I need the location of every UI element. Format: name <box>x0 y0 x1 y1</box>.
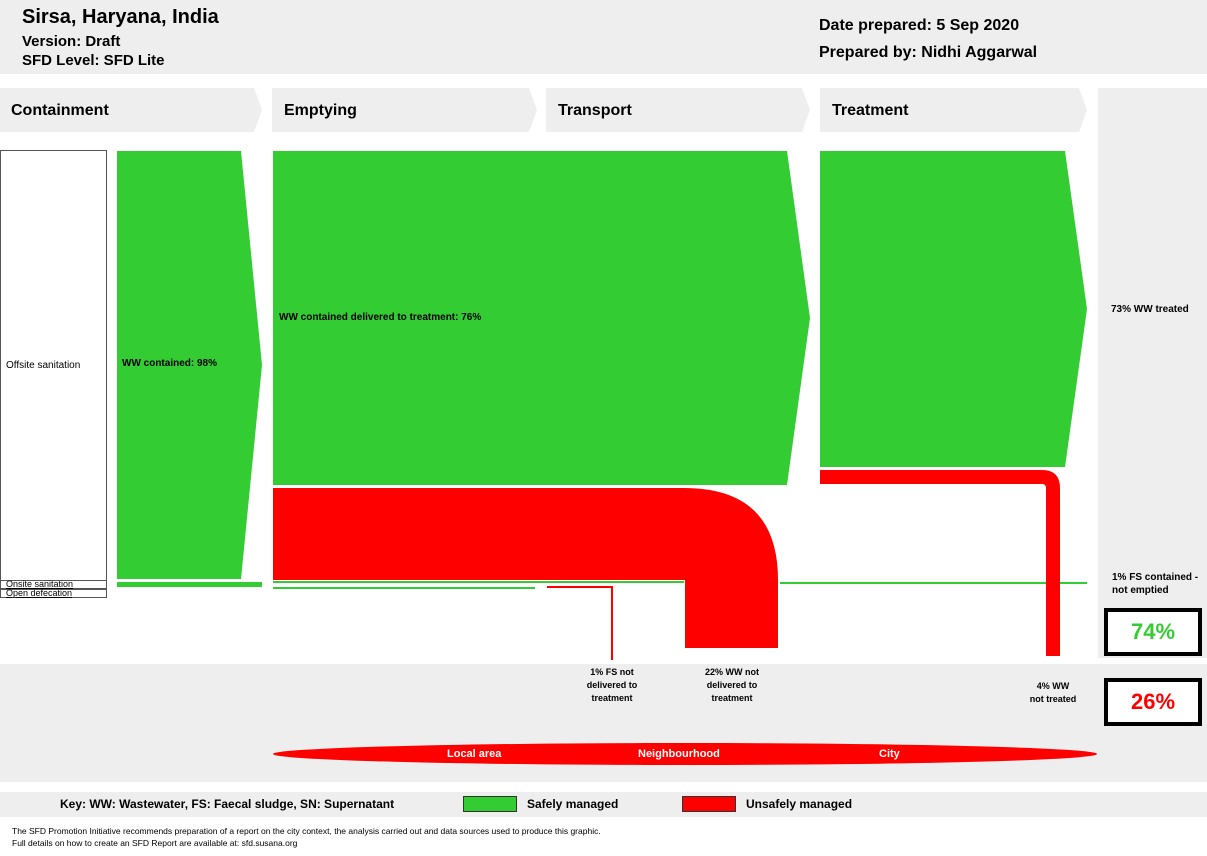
impact-local-area: Local area <box>447 748 502 760</box>
footer-line-2: Full details on how to create an SFD Rep… <box>12 838 298 848</box>
impact-neighbourhood: Neighbourhood <box>638 748 720 760</box>
ww-not-delivered-label: 22% WW not delivered to treatment <box>705 667 759 703</box>
sfd-level-label: SFD Level: SFD Lite <box>22 52 165 69</box>
stage-label-transport: Transport <box>558 102 632 119</box>
ww-not-treated-label: 4% WW not treated <box>1029 681 1077 704</box>
fs-not-delivered-label: 1% FS not delivered to treatment <box>586 667 638 703</box>
onsite-sanitation-label: Onsite sanitation <box>6 579 74 589</box>
stage-chevron-containment <box>0 88 262 132</box>
stage-chevron-transport <box>546 88 810 132</box>
footer-line-1: The SFD Promotion Initiative recommends … <box>12 826 601 836</box>
stage-chevron-emptying <box>272 88 537 132</box>
stage-chevron-treatment <box>820 88 1087 132</box>
prepared-by: Prepared by: Nidhi Aggarwal <box>819 44 1038 61</box>
ww-delivered-label: WW contained delivered to treatment: 76% <box>279 312 482 323</box>
onsite-box <box>0 580 107 589</box>
offsite-box <box>0 150 107 581</box>
onsite-containment-strip <box>117 582 262 587</box>
ww-treated-label: 73% WW treated <box>1111 304 1189 315</box>
open-defecation-box <box>0 589 107 598</box>
impact-city: City <box>879 748 900 760</box>
version-label: Version: Draft <box>22 33 121 50</box>
offsite-sanitation-label: Offsite sanitation <box>6 360 81 371</box>
unsafe-percentage: 26% <box>1104 678 1202 726</box>
fs-not-delivered-flow <box>547 586 613 660</box>
results-panel <box>1098 88 1207 658</box>
ww-contained-label: WW contained: 98% <box>122 358 218 369</box>
safe-percentage: 74% <box>1104 608 1202 656</box>
open-defecation-label: Open defecation <box>6 588 73 598</box>
key-safe-swatch <box>463 796 517 812</box>
key-safe-label: Safely managed <box>527 797 619 811</box>
stage-label-treatment: Treatment <box>832 102 909 119</box>
stage-label-containment: Containment <box>11 102 109 119</box>
ww-not-treated-flow <box>820 470 1060 656</box>
ww-contained-arrow <box>117 151 262 579</box>
key-unsafe-swatch <box>682 796 736 812</box>
fs-not-emptied-label: 1% FS contained - not emptied <box>1112 572 1199 596</box>
key-text: Key: WW: Wastewater, FS: Faecal sludge, … <box>60 797 395 811</box>
city-title: Sirsa, Haryana, India <box>22 6 219 28</box>
key-panel <box>0 792 1207 817</box>
key-unsafe-label: Unsafely managed <box>746 797 853 811</box>
stage-label-emptying: Emptying <box>284 102 357 119</box>
header-panel <box>0 0 1207 74</box>
impact-ellipse <box>273 743 1097 765</box>
ww-not-delivered-flow <box>273 488 778 648</box>
sfd-diagram <box>0 88 1207 782</box>
ww-delivered-arrow <box>273 151 810 485</box>
date-prepared: Date prepared: 5 Sep 2020 <box>819 17 1020 34</box>
ww-treated-arrow <box>820 151 1087 467</box>
